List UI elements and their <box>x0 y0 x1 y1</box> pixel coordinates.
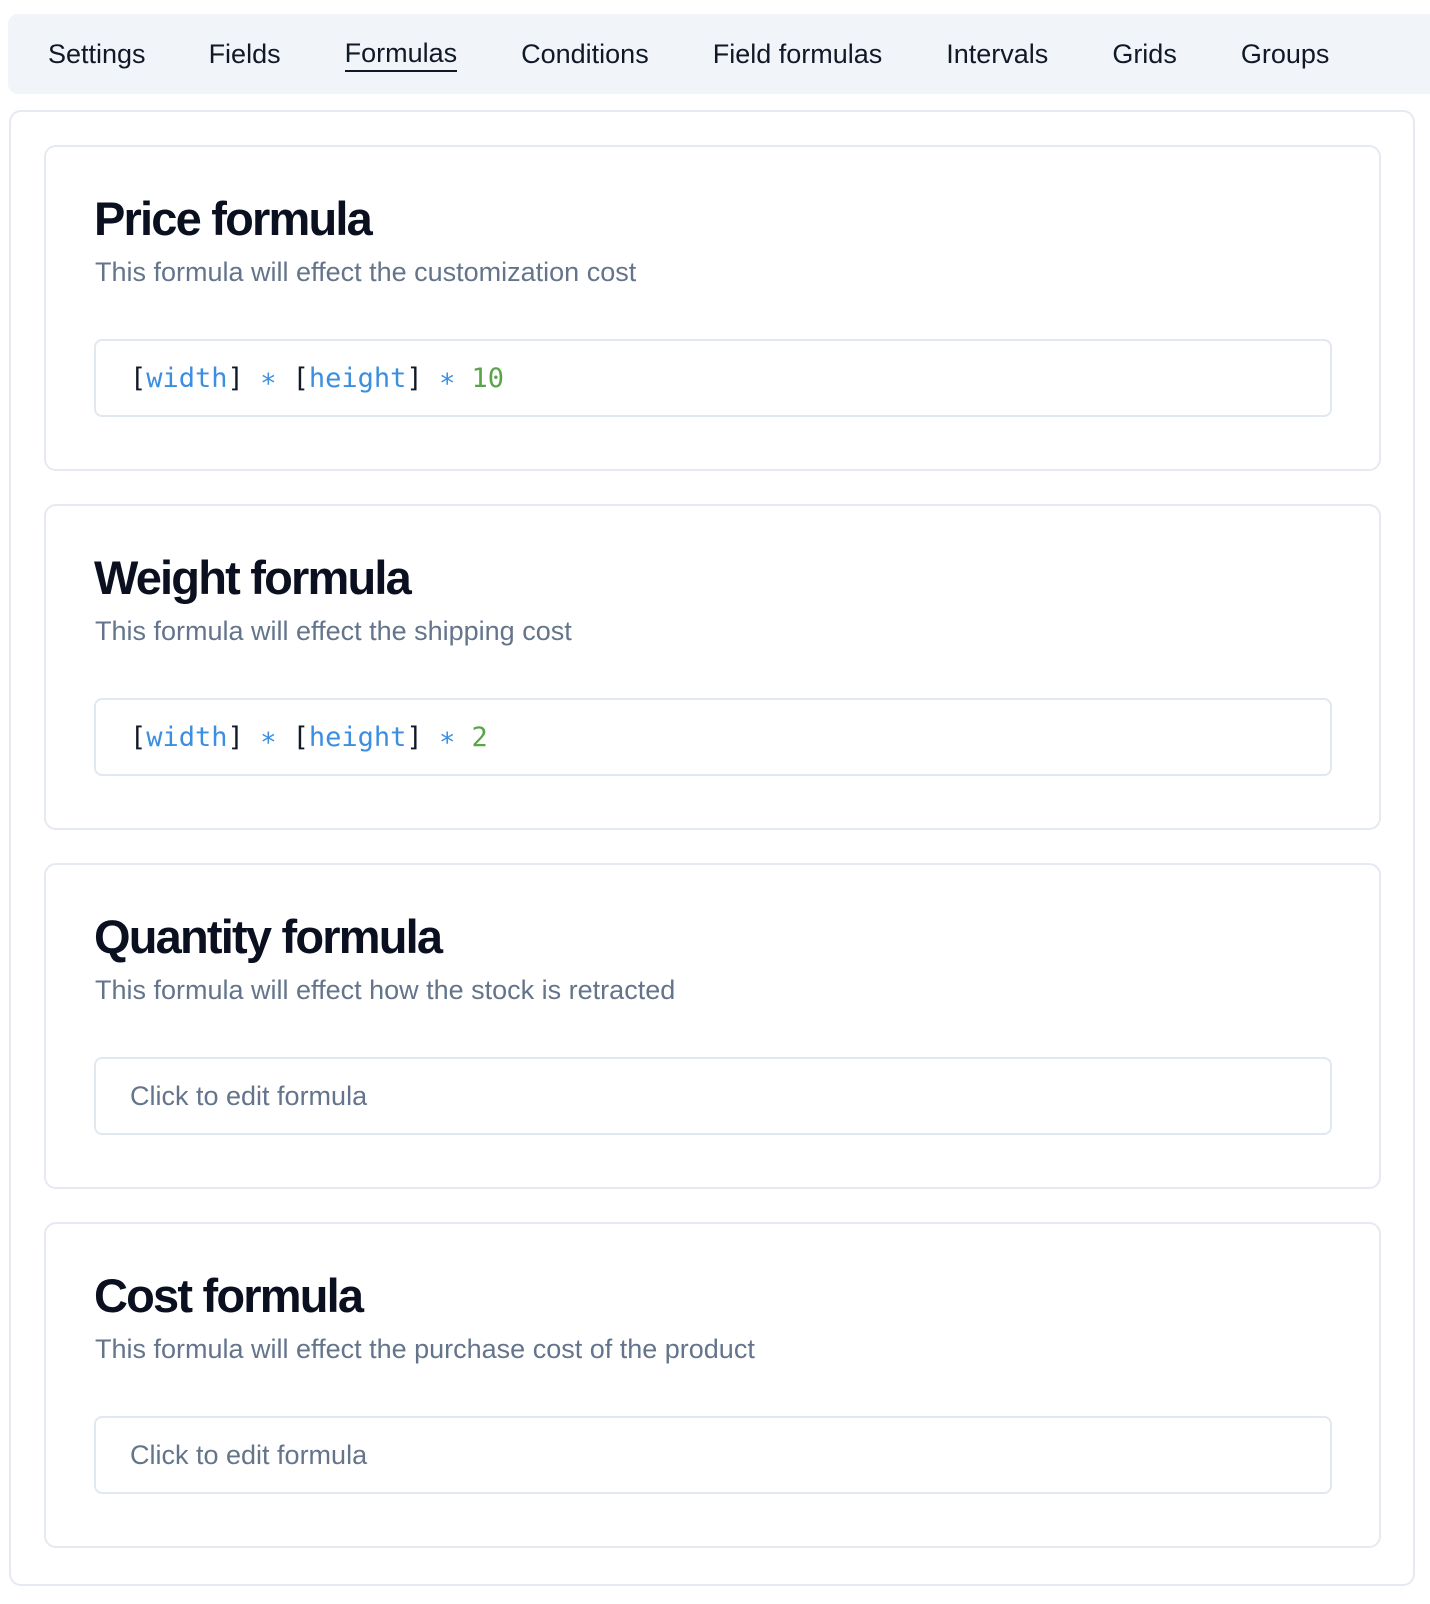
formula-variable: height <box>308 362 407 394</box>
tab-field-formulas[interactable]: Field formulas <box>712 39 883 69</box>
tab-groups[interactable]: Groups <box>1240 39 1330 69</box>
weight-formula-card: Weight formula This formula will effect … <box>44 504 1381 830</box>
formulas-panel: Price formula This formula will effect t… <box>9 110 1415 1586</box>
formula-operator: ∗ <box>260 362 277 394</box>
bracket: [ <box>130 721 147 753</box>
formula-operator: ∗ <box>260 721 277 753</box>
quantity-formula-card: Quantity formula This formula will effec… <box>44 863 1381 1189</box>
card-title: Quantity formula <box>94 910 443 963</box>
bracket: [ <box>292 362 309 394</box>
bracket: [ <box>292 721 309 753</box>
formula-variable: width <box>146 721 228 753</box>
card-description: This formula will effect the customizati… <box>95 257 637 287</box>
formula-variable: width <box>146 362 228 394</box>
bracket: ] <box>227 721 244 753</box>
bracket: ] <box>406 721 423 753</box>
formula-number: 10 <box>471 362 504 394</box>
tab-formulas[interactable]: Formulas <box>344 36 458 72</box>
quantity-formula-editor[interactable]: Click to edit formula <box>94 1057 1332 1135</box>
card-description: This formula will effect how the stock i… <box>95 975 676 1005</box>
formula-variable: height <box>308 721 407 753</box>
tab-conditions[interactable]: Conditions <box>521 39 649 69</box>
tab-fields[interactable]: Fields <box>208 39 281 69</box>
card-description: This formula will effect the shipping co… <box>95 616 572 646</box>
bracket: ] <box>227 362 244 394</box>
tab-intervals[interactable]: Intervals <box>946 39 1049 69</box>
bracket: [ <box>130 362 147 394</box>
tab-settings[interactable]: Settings <box>48 39 146 69</box>
price-formula-card: Price formula This formula will effect t… <box>44 145 1381 471</box>
cost-formula-card: Cost formula This formula will effect th… <box>44 1222 1381 1548</box>
weight-formula-editor[interactable]: [width] ∗ [height] ∗ 2 <box>94 698 1332 776</box>
cost-formula-editor[interactable]: Click to edit formula <box>94 1416 1332 1494</box>
card-title: Cost formula <box>94 1269 364 1322</box>
card-title: Weight formula <box>94 551 412 604</box>
price-formula-editor[interactable]: [width] ∗ [height] ∗ 10 <box>94 339 1332 417</box>
card-title: Price formula <box>94 192 373 245</box>
tab-bar: Settings Fields Formulas Conditions Fiel… <box>8 14 1430 94</box>
formula-operator: ∗ <box>438 721 456 753</box>
bracket: ] <box>406 362 423 394</box>
card-description: This formula will effect the purchase co… <box>95 1334 755 1364</box>
formula-operator: ∗ <box>438 362 456 394</box>
tab-grids[interactable]: Grids <box>1112 39 1177 69</box>
formula-number: 2 <box>471 721 488 753</box>
